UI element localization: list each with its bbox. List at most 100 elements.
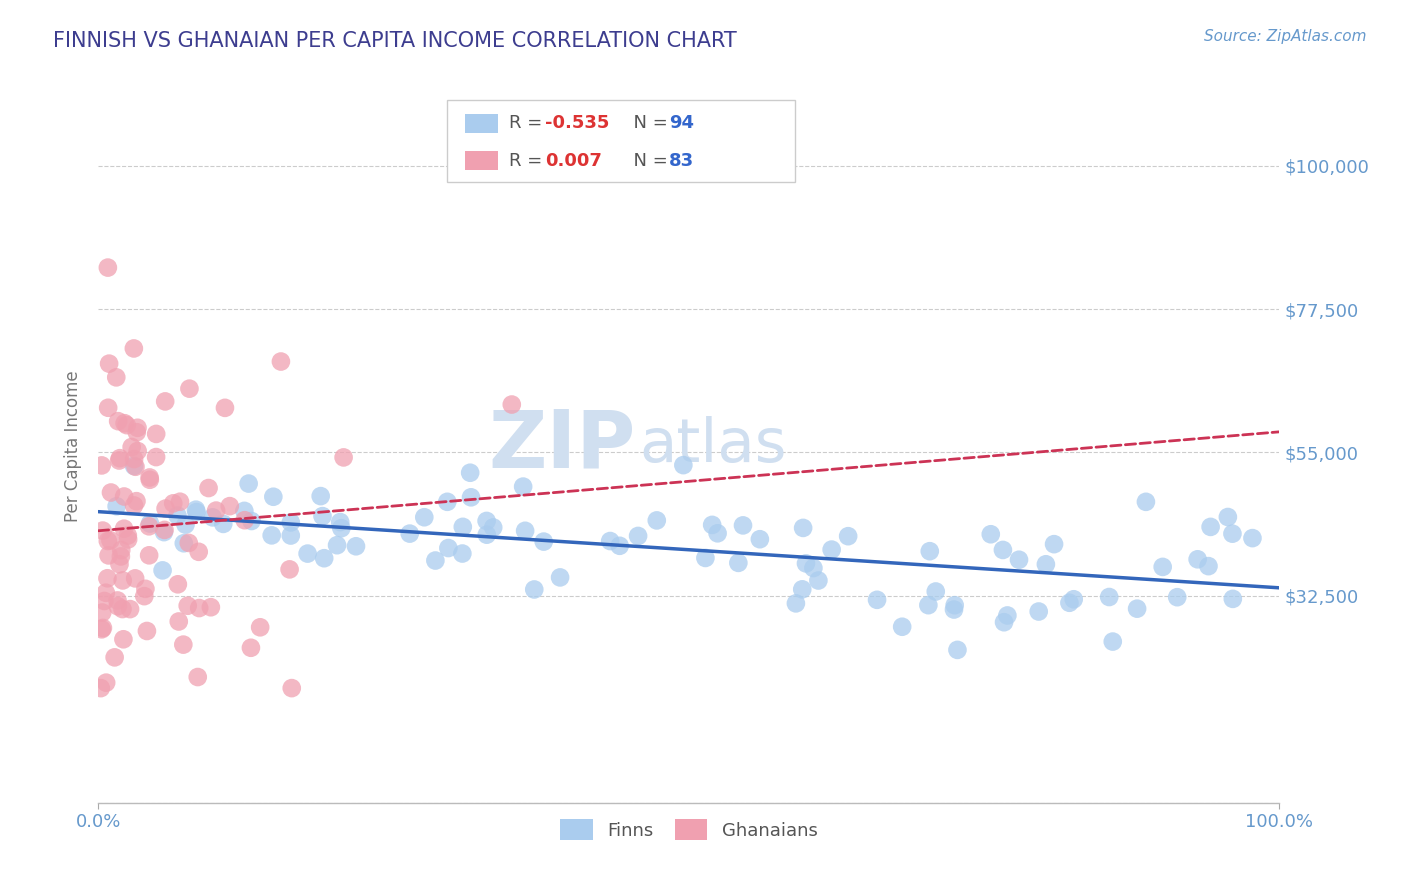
Point	[97, 260, 120, 275]
Point	[672, 458, 695, 472]
FancyBboxPatch shape	[447, 100, 796, 182]
Point	[105, 370, 128, 384]
Point	[1063, 592, 1085, 607]
Point	[238, 476, 260, 491]
Point	[344, 539, 367, 553]
Point	[121, 440, 143, 454]
Point	[97, 533, 120, 548]
Point	[451, 520, 474, 534]
Point	[152, 563, 174, 577]
Point	[309, 489, 332, 503]
Point	[90, 623, 112, 637]
Point	[1241, 531, 1264, 545]
Point	[179, 382, 201, 396]
Point	[214, 401, 236, 415]
Point	[134, 589, 156, 603]
Point	[105, 500, 128, 514]
Point	[94, 586, 117, 600]
Point	[115, 418, 138, 433]
Point	[100, 533, 122, 548]
Point	[177, 599, 200, 613]
Point	[475, 527, 498, 541]
Point	[90, 681, 112, 695]
Point	[326, 538, 349, 552]
Text: N =: N =	[621, 114, 673, 132]
Point	[96, 675, 118, 690]
Point	[97, 549, 120, 563]
Point	[166, 577, 188, 591]
Text: R =: R =	[509, 152, 548, 169]
Point	[135, 624, 157, 638]
Point	[482, 520, 505, 534]
Point	[943, 602, 966, 616]
Point	[533, 534, 555, 549]
Point	[794, 557, 817, 571]
Point	[218, 499, 240, 513]
Point	[138, 549, 160, 563]
Point	[458, 466, 481, 480]
Point	[188, 601, 211, 615]
Point	[187, 670, 209, 684]
Point	[114, 416, 136, 430]
Point	[91, 606, 114, 620]
Point	[918, 544, 941, 558]
Point	[122, 458, 145, 473]
Point	[980, 527, 1002, 541]
Point	[748, 533, 770, 547]
Point	[200, 600, 222, 615]
Point	[1187, 552, 1209, 566]
Point	[260, 528, 283, 542]
Point	[727, 556, 749, 570]
Point	[139, 473, 162, 487]
Point	[512, 480, 534, 494]
Point	[1098, 590, 1121, 604]
Point	[155, 501, 177, 516]
Point	[186, 505, 208, 519]
Text: 83: 83	[669, 152, 695, 169]
Point	[866, 592, 889, 607]
Point	[110, 543, 132, 558]
Point	[278, 562, 301, 576]
Point	[184, 502, 207, 516]
Point	[1135, 495, 1157, 509]
Point	[177, 536, 200, 550]
Point	[90, 458, 112, 473]
Point	[1199, 520, 1222, 534]
Point	[807, 574, 830, 588]
Point	[96, 571, 118, 585]
Point	[425, 553, 447, 567]
Point	[173, 536, 195, 550]
Point	[627, 529, 650, 543]
Point	[437, 541, 460, 555]
Point	[187, 545, 209, 559]
Point	[172, 638, 194, 652]
Point	[991, 543, 1014, 558]
FancyBboxPatch shape	[464, 114, 498, 133]
Point	[297, 547, 319, 561]
Point	[107, 593, 129, 607]
Point	[943, 598, 966, 612]
Point	[138, 470, 160, 484]
Point	[280, 528, 302, 542]
Point	[1152, 560, 1174, 574]
Point	[270, 354, 292, 368]
Text: FINNISH VS GHANAIAN PER CAPITA INCOME CORRELATION CHART: FINNISH VS GHANAIAN PER CAPITA INCOME CO…	[53, 31, 737, 51]
Point	[993, 615, 1015, 630]
Point	[233, 513, 256, 527]
Text: atlas: atlas	[640, 417, 787, 475]
Point	[332, 450, 354, 465]
Text: Source: ZipAtlas.com: Source: ZipAtlas.com	[1204, 29, 1367, 44]
Point	[329, 515, 352, 529]
Point	[197, 481, 219, 495]
Point	[239, 640, 262, 655]
Point	[112, 632, 135, 647]
Y-axis label: Per Capita Income: Per Capita Income	[65, 370, 83, 522]
Point	[1008, 553, 1031, 567]
Point	[731, 518, 754, 533]
Point	[107, 599, 129, 614]
Point	[1101, 634, 1123, 648]
Point	[1059, 596, 1081, 610]
Point	[91, 524, 114, 538]
Point	[946, 643, 969, 657]
Point	[108, 453, 131, 467]
